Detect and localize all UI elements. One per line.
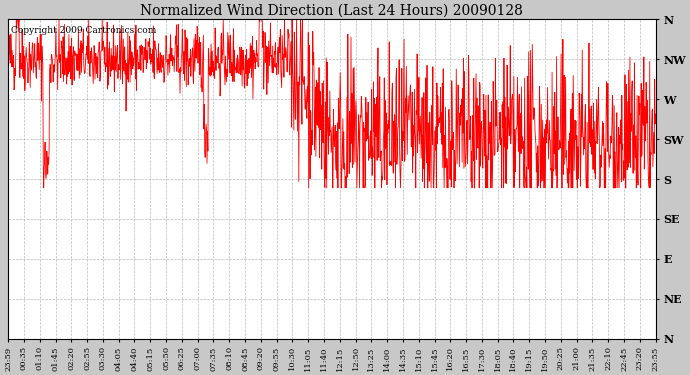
Title: Normalized Wind Direction (Last 24 Hours) 20090128: Normalized Wind Direction (Last 24 Hours… — [141, 4, 523, 18]
Text: Copyright 2009 Cartronics.com: Copyright 2009 Cartronics.com — [12, 26, 157, 35]
